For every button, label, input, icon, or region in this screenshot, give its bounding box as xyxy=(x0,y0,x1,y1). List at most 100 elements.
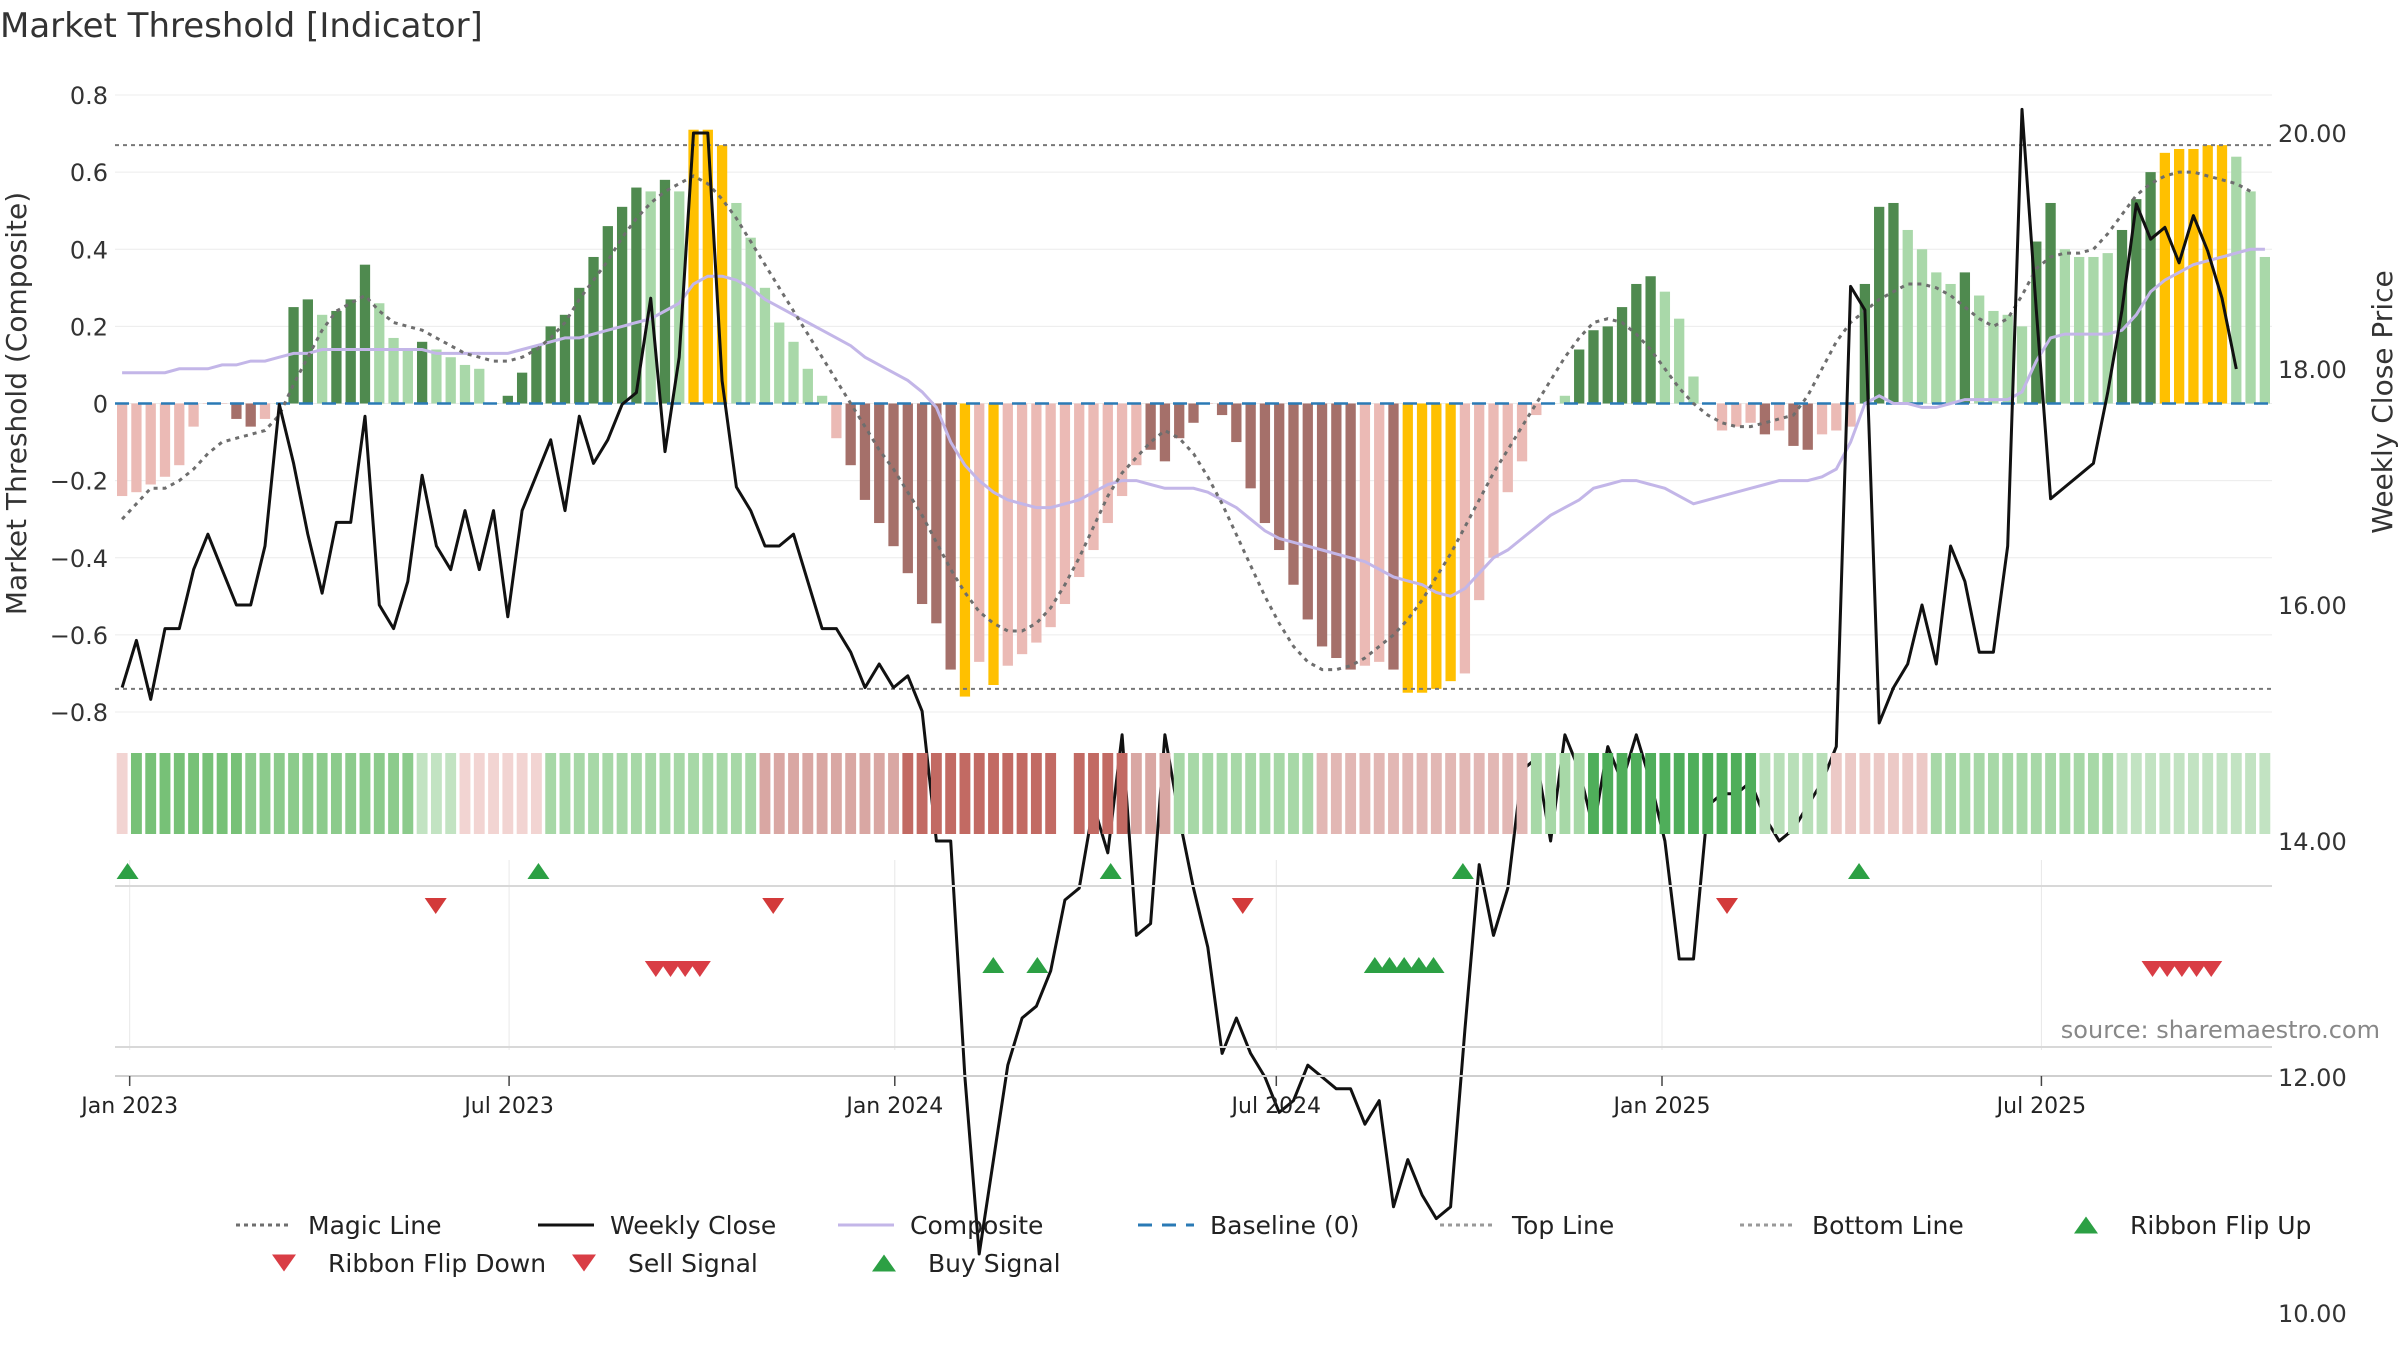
ribbon-cell xyxy=(1988,753,1999,834)
composite-bar xyxy=(931,403,942,624)
composite-bar xyxy=(2088,256,2099,404)
legend-item: Top Line xyxy=(1440,1211,1614,1240)
composite-bar xyxy=(774,322,785,404)
composite-bar xyxy=(1116,403,1128,497)
legend-item: Buy Signal xyxy=(872,1249,1061,1278)
composite-bar xyxy=(2259,256,2270,404)
composite-bar xyxy=(702,129,713,404)
ribbon-cell xyxy=(2073,753,2085,834)
composite-bar xyxy=(216,403,228,404)
composite-bar xyxy=(1631,283,1642,404)
ribbon-cell xyxy=(845,753,857,834)
composite-bar xyxy=(2059,249,2071,404)
composite-bar xyxy=(1431,403,1442,689)
composite-bar xyxy=(331,310,342,404)
x-tick-label: Jan 2023 xyxy=(79,1094,178,1119)
ribbon-cell xyxy=(1302,753,1314,834)
buy-signal-marker xyxy=(1407,957,1430,973)
composite-bar xyxy=(1974,295,1985,404)
composite-bar xyxy=(1574,349,1585,404)
sell-signal-marker xyxy=(688,961,711,977)
composite-bar xyxy=(316,314,328,404)
composite-bar xyxy=(1931,272,1942,404)
buy-signal-marker xyxy=(1422,957,1445,973)
composite-bar xyxy=(616,206,628,404)
composite-bar xyxy=(988,403,999,686)
composite-bar xyxy=(1088,403,1099,551)
composite-bar xyxy=(302,299,313,404)
legend-item: Baseline (0) xyxy=(1138,1211,1359,1240)
legend-label: Bottom Line xyxy=(1812,1211,1964,1240)
legend-swatch xyxy=(2074,1216,2098,1234)
composite-bar xyxy=(945,403,956,670)
composite-bar xyxy=(1374,403,1385,662)
composite-bar xyxy=(831,403,842,439)
ribbon-cell xyxy=(1916,753,1928,834)
composite-bar xyxy=(1659,291,1671,404)
ribbon-cell xyxy=(188,753,199,834)
composite-bar xyxy=(2145,172,2156,404)
ribbon-cell xyxy=(1930,753,1942,834)
composite-bar xyxy=(1502,403,1513,493)
ribbon-cell xyxy=(602,753,614,834)
y-left-tick-label: 0.4 xyxy=(70,236,108,264)
ribbon-cell xyxy=(388,753,399,834)
ribbon-cell xyxy=(1173,753,1185,834)
ribbon-cell xyxy=(1630,753,1642,834)
legend-item: Magic Line xyxy=(236,1211,442,1240)
x-tick-label: Jan 2025 xyxy=(1612,1094,1711,1119)
ribbon-cell xyxy=(2230,753,2242,834)
composite-bar xyxy=(974,403,985,662)
ribbon-cell xyxy=(1645,753,1657,834)
composite-bar xyxy=(1759,403,1771,435)
ribbon-cell xyxy=(1745,753,1757,834)
y-right-tick-label: 16.00 xyxy=(2278,592,2347,620)
composite-bar xyxy=(2231,156,2242,404)
composite-bar xyxy=(1688,376,1699,404)
y-left-tick-label: −0.6 xyxy=(50,622,108,650)
ribbon-cell xyxy=(1259,753,1271,834)
ribbon-cell xyxy=(2173,753,2185,834)
page-title: Market Threshold [Indicator] xyxy=(0,6,483,46)
composite-bar xyxy=(1816,403,1828,435)
ribbon-cell xyxy=(1845,753,1857,834)
ribbon-cell xyxy=(1816,753,1828,834)
ribbon-cell xyxy=(2216,753,2228,834)
ribbon-cell xyxy=(1759,753,1771,834)
composite-bar xyxy=(1316,403,1328,647)
ribbon-cell xyxy=(788,753,799,834)
composite-bar xyxy=(802,368,813,404)
composite-bar xyxy=(188,403,199,427)
sell-signal-marker xyxy=(2141,961,2164,977)
composite-bar xyxy=(1945,283,1956,404)
ribbon-cell xyxy=(902,753,914,834)
ribbon-cell xyxy=(773,753,785,834)
composite-bar xyxy=(916,403,928,605)
composite-bar xyxy=(659,179,671,404)
ribbon-cell xyxy=(288,753,299,834)
ribbon-cell xyxy=(1702,753,1714,834)
ribbon-cell xyxy=(1602,753,1614,834)
ribbon-cell xyxy=(130,753,142,834)
ribbon-cell xyxy=(502,753,514,834)
composite-bar xyxy=(1216,403,1228,416)
composite-bar xyxy=(131,403,142,493)
ribbon-cell xyxy=(1659,753,1671,834)
composite-bar xyxy=(902,403,913,574)
composite-bar xyxy=(1874,206,1885,404)
composite-bar xyxy=(788,341,799,404)
ribbon-cell xyxy=(659,753,671,834)
ribbon-cell xyxy=(2245,753,2257,834)
composite-bar xyxy=(2202,145,2213,404)
ribbon-cell xyxy=(1502,753,1514,834)
ribbon-cell xyxy=(1716,753,1728,834)
sell-signal-marker xyxy=(674,961,697,977)
composite-bar xyxy=(1845,403,1856,427)
composite-bar xyxy=(1288,403,1299,585)
ribbon-cell xyxy=(1873,753,1885,834)
ribbon-cell xyxy=(1888,753,1899,834)
ribbon-cell xyxy=(630,753,642,834)
y-right-tick-label: 14.00 xyxy=(2278,828,2347,856)
